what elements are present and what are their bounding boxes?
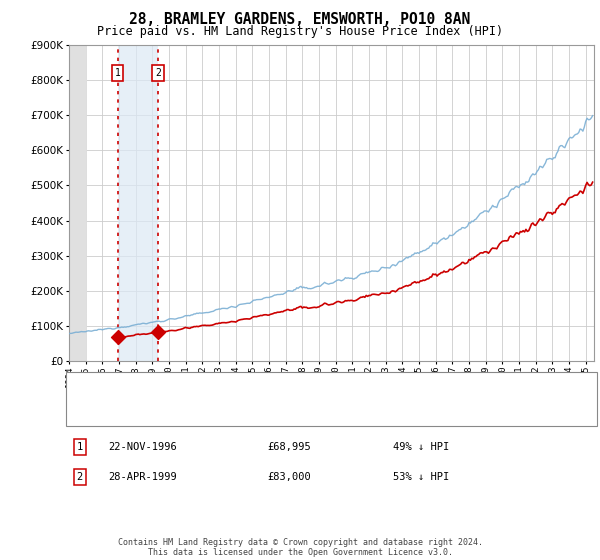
Text: 22-NOV-1996: 22-NOV-1996 <box>108 442 177 451</box>
Bar <box>69 45 86 361</box>
Text: 28, BRAMLEY GARDENS, EMSWORTH, PO10 8AN: 28, BRAMLEY GARDENS, EMSWORTH, PO10 8AN <box>130 12 470 27</box>
Text: 1: 1 <box>115 68 121 78</box>
Text: 2: 2 <box>155 68 161 78</box>
Point <box>153 328 163 337</box>
Text: 1: 1 <box>77 442 83 451</box>
Text: Contains HM Land Registry data © Crown copyright and database right 2024.
This d: Contains HM Land Registry data © Crown c… <box>118 538 482 557</box>
Text: £68,995: £68,995 <box>267 442 311 451</box>
Text: 28, BRAMLEY GARDENS, EMSWORTH, PO10 8AN (detached house): 28, BRAMLEY GARDENS, EMSWORTH, PO10 8AN … <box>108 384 458 394</box>
Text: Price paid vs. HM Land Registry's House Price Index (HPI): Price paid vs. HM Land Registry's House … <box>97 25 503 38</box>
Bar <box>118 45 158 361</box>
Point <box>113 333 122 342</box>
Text: 28-APR-1999: 28-APR-1999 <box>108 473 177 482</box>
Text: £83,000: £83,000 <box>267 473 311 482</box>
Text: 53% ↓ HPI: 53% ↓ HPI <box>393 473 449 482</box>
Text: HPI: Average price, detached house, Chichester: HPI: Average price, detached house, Chic… <box>108 404 395 414</box>
Text: 49% ↓ HPI: 49% ↓ HPI <box>393 442 449 451</box>
Text: 2: 2 <box>77 473 83 482</box>
